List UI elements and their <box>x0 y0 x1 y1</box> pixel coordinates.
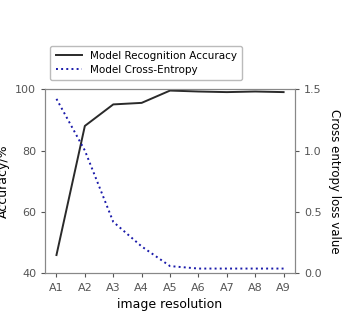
Model Recognition Accuracy <box>225 90 229 94</box>
Model Cross-Entropy <box>253 267 257 271</box>
Model Cross-Entropy <box>196 267 201 271</box>
Model Cross-Entropy <box>83 149 87 152</box>
Model Cross-Entropy <box>225 267 229 271</box>
Model Recognition Accuracy <box>139 101 144 105</box>
Y-axis label: Accuracy/%: Accuracy/% <box>0 144 9 218</box>
Model Cross-Entropy <box>54 97 59 101</box>
Model Recognition Accuracy <box>168 89 172 93</box>
Legend: Model Recognition Accuracy, Model Cross-Entropy: Model Recognition Accuracy, Model Cross-… <box>50 45 242 80</box>
Model Recognition Accuracy <box>281 90 286 94</box>
Line: Model Recognition Accuracy: Model Recognition Accuracy <box>57 91 283 255</box>
Model Cross-Entropy <box>281 267 286 271</box>
Model Cross-Entropy <box>139 245 144 248</box>
Model Recognition Accuracy <box>54 253 59 257</box>
Model Cross-Entropy <box>168 264 172 268</box>
X-axis label: image resolution: image resolution <box>118 298 222 311</box>
Model Recognition Accuracy <box>111 102 115 106</box>
Model Cross-Entropy <box>111 220 115 224</box>
Model Recognition Accuracy <box>253 90 257 93</box>
Model Recognition Accuracy <box>196 90 201 93</box>
Model Recognition Accuracy <box>83 124 87 128</box>
Y-axis label: Cross entropy loss value: Cross entropy loss value <box>328 109 341 253</box>
Line: Model Cross-Entropy: Model Cross-Entropy <box>57 99 283 269</box>
